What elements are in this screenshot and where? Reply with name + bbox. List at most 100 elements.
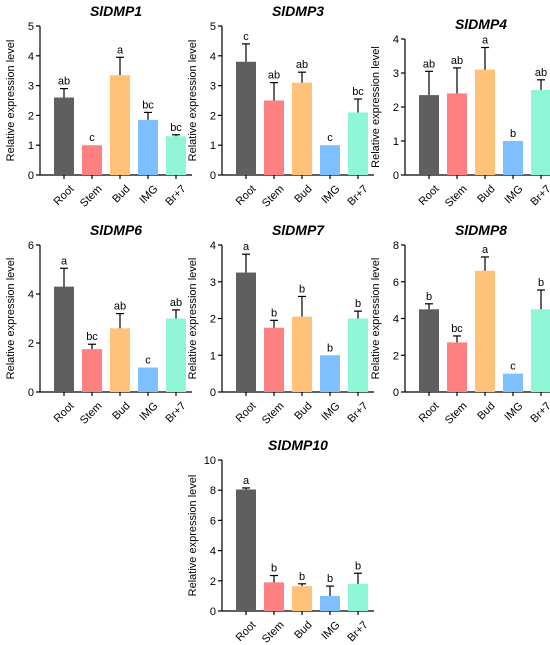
bar-bud [292,82,312,175]
significance-letter: c [243,31,249,43]
bar-bud [475,69,495,175]
x-tick-label: IMG [502,400,525,423]
x-tick-label: Stem [78,400,105,427]
x-tick-label: Bud [292,183,314,205]
chart-title: SlDMP6 [90,222,142,238]
y-tick-label: 5 [210,21,216,33]
bar-stem [264,327,284,392]
x-tick-label: Root [52,183,77,208]
x-tick-label: IMG [319,619,342,642]
bar-stem [264,582,284,611]
y-tick-label: 6 [210,515,216,527]
y-tick-label: 1 [393,136,399,148]
y-tick-label: 6 [28,240,34,252]
y-tick-label: 8 [210,485,216,497]
y-tick-label: 2 [210,576,216,588]
significance-letter: a [482,244,489,256]
significance-letter: ab [268,70,280,82]
bar-stem [447,342,467,392]
significance-letter: b [299,283,305,295]
x-tick-label: Br+7 [528,183,550,208]
significance-letter: bc [451,323,463,335]
bar-br7 [166,136,186,175]
significance-letter: c [89,132,95,144]
x-tick-label: IMG [137,400,160,423]
x-tick-label: IMG [319,183,342,206]
x-tick-label: Bud [292,619,314,641]
chart-title: SlDMP4 [455,16,507,32]
x-tick-label: Bud [475,400,497,422]
y-tick-label: 0 [210,387,216,399]
chart-title: SlDMP3 [272,3,324,19]
chart-panel-4: SlDMP7 Relative expression level 0 1 2 3 4 a Roo… [187,222,374,427]
y-tick-label: 3 [393,68,399,80]
bar-br7 [531,309,550,392]
x-tick-label: Bud [110,183,132,205]
x-tick-label: Stem [260,619,287,645]
bar-bud [110,328,130,392]
chart-title: SlDMP1 [90,3,142,19]
chart-panel-1: SlDMP3 Relative expression level 0 1 2 3 4 5 c Ro… [187,3,374,210]
bar-img [503,373,523,392]
x-tick-label: Br+7 [528,400,550,425]
x-tick-label: IMG [319,400,342,423]
x-tick-label: Stem [260,183,287,210]
significance-letter: b [271,563,277,575]
bar-stem [82,349,102,392]
significance-letter: ab [296,59,308,71]
y-tick-label: 2 [28,338,34,350]
bar-br7 [348,583,368,611]
y-tick-label: 2 [28,110,34,122]
bar-img [138,119,158,175]
y-tick-label: 10 [204,455,216,467]
x-tick-label: Root [417,400,442,425]
significance-letter: b [355,298,361,310]
x-tick-label: IMG [502,183,525,206]
chart-panel-0: SlDMP1 Relative expression level 0 1 2 3 4 5 ab R… [5,3,192,210]
y-axis-label: Relative expression level [370,46,382,168]
y-tick-label: 1 [210,350,216,362]
significance-letter: ab [170,297,182,309]
x-tick-label: Stem [78,183,105,210]
chart-panel-5: SlDMP8 Relative expression level 0 2 4 6 8 b Roo… [370,222,550,427]
y-tick-label: 2 [393,350,399,362]
y-tick-label: 4 [28,289,34,301]
significance-letter: c [327,132,333,144]
x-tick-label: Bud [292,400,314,422]
bar-root [54,97,74,175]
x-tick-label: Stem [443,183,470,210]
significance-letter: b [299,571,305,583]
y-tick-label: 4 [210,51,216,63]
y-axis-label: Relative expression level [370,258,382,380]
significance-letter: b [271,307,277,319]
significance-letter: c [145,355,151,367]
bar-stem [447,93,467,175]
y-tick-label: 4 [210,546,216,558]
y-tick-label: 4 [210,240,216,252]
x-tick-label: Br+7 [163,183,188,208]
significance-letter: b [327,573,333,585]
x-tick-label: Br+7 [345,183,370,208]
x-tick-label: Br+7 [345,400,370,425]
y-axis-label: Relative expression level [187,258,199,380]
bar-br7 [531,90,550,175]
x-tick-label: Root [234,400,259,425]
y-tick-label: 0 [393,170,399,182]
significance-letter: bc [352,86,364,98]
y-tick-label: 3 [28,81,34,93]
significance-letter: a [482,35,489,47]
significance-letter: bc [86,331,98,343]
bar-root [236,272,256,392]
significance-letter: ab [535,67,547,79]
significance-letter: c [510,361,516,373]
y-tick-label: 1 [28,140,34,152]
significance-letter: ab [451,55,463,67]
chart-panel-3: SlDMP6 Relative expression level 0 2 4 6 a Root… [5,222,192,427]
y-tick-label: 5 [28,21,34,33]
y-tick-label: 8 [393,240,399,252]
y-tick-label: 0 [28,387,34,399]
significance-letter: b [538,277,544,289]
bar-stem [264,100,284,175]
bar-root [54,286,74,392]
bar-root [419,309,439,392]
